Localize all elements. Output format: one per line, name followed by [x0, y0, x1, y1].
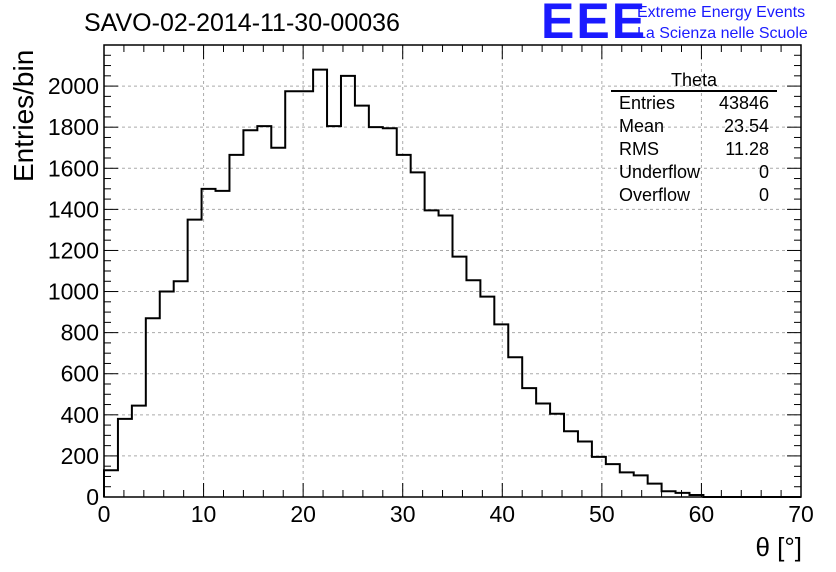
histogram-bin [257, 126, 271, 497]
x-tick-label: 20 [290, 501, 316, 527]
histogram-bin [104, 470, 118, 497]
x-axis-label: θ [°] [755, 532, 802, 562]
histogram-bin [648, 484, 662, 497]
histogram-bin [439, 216, 453, 497]
histogram-bin [174, 281, 188, 497]
histogram-bin [313, 70, 327, 497]
stats-value: 11.28 [725, 139, 769, 159]
histogram-bin [341, 76, 355, 497]
eee-logo: EEE [541, 0, 648, 49]
histogram-bin [188, 220, 202, 497]
stats-label: Entries [619, 93, 676, 113]
stats-rows: Entries 43846 Mean 23.54 RMS 11.28 Underflow 0 O… [611, 92, 777, 207]
stats-value: 43846 [718, 93, 769, 113]
histogram-bin [271, 148, 285, 497]
x-tick-label: 0 [98, 501, 111, 527]
y-tick-label: 1400 [48, 196, 99, 222]
y-tick-label: 1800 [48, 114, 99, 140]
histogram-bin [397, 155, 411, 497]
histogram-bin [508, 357, 522, 497]
y-tick-label: 1600 [48, 155, 99, 181]
stats-row: Overflow 0 [611, 184, 777, 207]
stats-row: Underflow 0 [611, 161, 777, 184]
x-tick-label: 10 [191, 501, 217, 527]
histogram-bin [662, 491, 676, 497]
histogram-bin [202, 189, 216, 497]
x-tick-label: 50 [589, 501, 615, 527]
y-tick-label: 1200 [48, 237, 99, 263]
stats-value: 23.54 [723, 116, 769, 136]
stats-row: Mean 23.54 [611, 115, 777, 138]
x-tick-label: 70 [788, 501, 814, 527]
histogram-bin [160, 292, 174, 497]
y-tick-label: 1000 [48, 279, 99, 305]
stats-row: RMS 11.28 [611, 138, 777, 161]
histogram-bin [494, 324, 508, 497]
histogram-bin [243, 130, 257, 497]
y-tick-label: 0 [86, 484, 99, 510]
histogram-bin [229, 155, 243, 497]
stats-label: Mean [619, 116, 665, 136]
histogram-bin [466, 280, 480, 497]
stats-value: 0 [758, 162, 769, 182]
histogram-bin [689, 495, 703, 497]
y-tick-label: 800 [61, 320, 99, 346]
histogram-bin [299, 91, 313, 497]
histogram-bin [118, 419, 132, 497]
histogram-bin [216, 191, 230, 497]
y-tick-label: 400 [61, 402, 99, 428]
histogram-bin [369, 127, 383, 497]
histogram-bin [132, 406, 146, 497]
stats-title: Theta [611, 70, 777, 92]
stats-label: Overflow [619, 185, 691, 205]
x-tick-labels: 0 10 20 30 40 50 60 70 [98, 501, 814, 527]
histogram-bin [411, 172, 425, 497]
stats-label: RMS [619, 139, 659, 159]
stats-label: Underflow [619, 162, 701, 182]
logo-line-1: Extreme Energy Events [637, 4, 806, 21]
histogram-series [103, 68, 801, 498]
histogram-bin [355, 106, 369, 497]
histogram-bin [327, 126, 341, 497]
histogram-bin [285, 91, 299, 497]
histogram-bin [522, 388, 536, 497]
grid-lines [104, 45, 801, 497]
y-tick-label: 2000 [48, 73, 99, 99]
histogram-bin [620, 472, 634, 497]
y-tick-label: 200 [61, 443, 99, 469]
histogram-bin [146, 318, 160, 497]
histogram-bin [578, 442, 592, 497]
x-tick-label: 30 [390, 501, 416, 527]
stats-value: 0 [758, 185, 769, 205]
stats-box: Theta Entries 43846 Mean 23.54 RMS 11.28 Under… [611, 70, 777, 207]
logo-line-2: La Scienza nelle Scuole [637, 25, 808, 42]
y-tick-labels: 0 200 400 600 800 1000 1200 1400 1600 1800 2000 [48, 73, 99, 510]
histogram-bin [564, 431, 578, 497]
histogram-bin [480, 297, 494, 497]
histogram-bin [453, 257, 467, 497]
histogram-bin [592, 457, 606, 497]
histogram-bin [634, 475, 648, 497]
y-axis-label: Entries/bin [8, 49, 39, 182]
histogram-bin [606, 464, 620, 497]
histogram-bin [383, 128, 397, 497]
x-tick-label: 60 [689, 501, 715, 527]
x-tick-label: 40 [489, 501, 515, 527]
histogram-bin [676, 493, 690, 497]
axis-ticks [103, 44, 802, 498]
chart-title: SAVO-02-2014-11-30-00036 [84, 9, 400, 37]
y-tick-label: 600 [61, 361, 99, 387]
histogram-bin [536, 404, 550, 497]
histogram-bin [550, 414, 564, 497]
histogram-bin [425, 210, 439, 497]
stats-row: Entries 43846 [611, 92, 777, 115]
